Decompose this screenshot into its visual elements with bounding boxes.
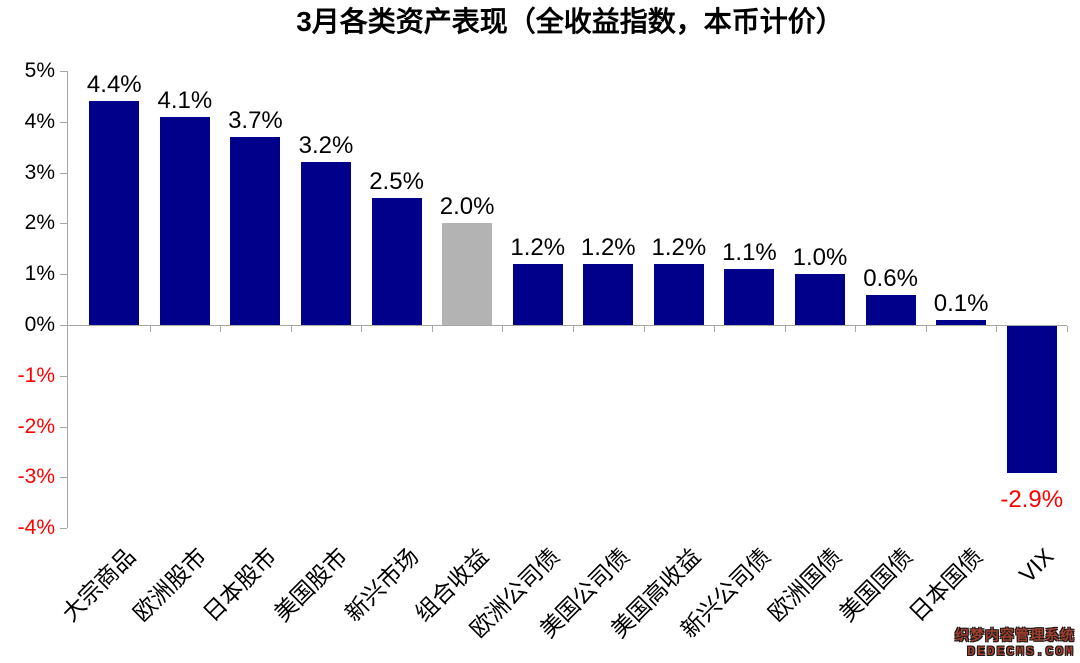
x-axis-tick [361,326,363,332]
watermark-line2: DEDECMS.COM [967,644,1075,659]
x-axis-tick [502,326,504,332]
x-axis-category-label: 新兴市场 [339,543,423,627]
x-axis-category-label: 美国国债 [833,543,917,627]
bar-value-label: 1.1% [722,239,777,267]
x-axis-tick [784,326,786,332]
bar [442,223,493,325]
bar-value-label: 2.5% [369,168,424,195]
bar-value-label: 1.0% [792,244,848,272]
x-axis-tick [149,326,151,332]
y-axis-label: 2% [24,211,55,235]
y-axis-label: 0% [24,313,55,336]
watermark-line1: 织梦内容管理系统 [955,627,1075,643]
y-axis-label: 1% [24,262,55,286]
y-axis-label: 5% [24,59,55,82]
bar [230,137,281,325]
bar-value-label: 3.7% [228,107,283,135]
bar [159,116,210,325]
bar [936,319,987,325]
x-axis-category-label: 大宗商品 [57,543,141,627]
y-axis-label: 3% [24,160,55,184]
bar [1006,326,1057,474]
y-axis-tick [60,172,67,174]
x-axis-category-label: 日本国债 [904,543,988,627]
x-axis-tick [290,326,292,332]
y-axis-tick [60,325,67,326]
bar-value-label: 1.2% [510,234,566,262]
bar-value-label: 4.4% [86,71,142,99]
x-axis-line [67,325,1067,326]
x-axis-tick [855,326,857,332]
x-axis-tick [1067,326,1068,332]
y-axis-label: -1% [17,363,55,387]
y-axis-label: -2% [17,414,55,438]
x-axis-tick [67,326,68,332]
x-axis-tick [573,326,574,332]
bar [583,264,634,325]
bar [795,274,845,325]
bar-value-label: 1.2% [580,234,636,262]
bar [653,264,704,325]
x-axis-category-label: 日本股市 [198,543,282,627]
bar-value-label: 0.6% [863,264,918,292]
bar [89,101,140,325]
x-axis-category-label: 美国股市 [268,543,353,627]
x-axis-category-label: 欧洲国债 [762,543,847,627]
watermark: 织梦内容管理系统 DEDECMS.COM [955,627,1075,660]
bar [512,264,563,325]
y-axis-tick [60,477,67,479]
bar [724,269,775,325]
bar-value-label: 3.2% [298,132,354,160]
x-axis-tick [643,326,645,332]
bar [371,198,422,325]
x-axis-category-label: VIX [1013,543,1059,588]
y-axis-tick [60,71,67,72]
bar-value-label: 0.1% [933,289,989,317]
y-axis-label: -3% [17,465,55,489]
x-axis-tick [925,326,927,332]
y-axis-line [67,71,68,529]
x-axis-tick [220,326,222,332]
bar-value-label: 2.0% [439,193,495,221]
y-axis-label: 4% [24,109,55,133]
x-axis-tick [996,326,998,332]
y-axis-label: -4% [17,516,55,540]
y-axis-tick [60,121,67,123]
bar-value-label: 1.2% [651,234,707,262]
bar [865,294,916,325]
x-axis-category-label: 欧洲股市 [127,543,212,627]
chart-title: 3月各类资产表现（全收益指数，本币计价） [296,6,844,37]
y-axis-tick [60,223,67,225]
x-axis-tick [431,326,433,332]
y-axis-tick [60,375,67,377]
bar-value-label: 4.1% [157,86,213,114]
x-axis-tick [714,326,716,332]
bar-value-label: -2.9% [1000,486,1064,514]
bar [301,162,351,325]
y-axis-tick [60,426,67,428]
y-axis-tick [60,528,67,530]
y-axis-tick [60,274,67,276]
